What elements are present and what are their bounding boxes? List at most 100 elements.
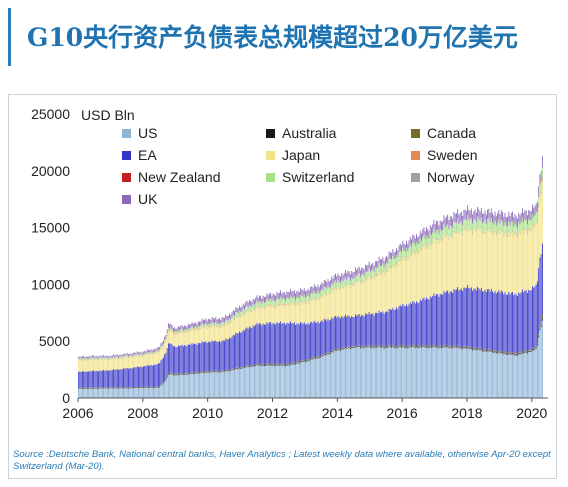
bar-segment-australia xyxy=(300,361,301,363)
bar-segment-us xyxy=(291,364,293,398)
bar-segment-canada xyxy=(197,371,199,373)
bar-segment-switzerland xyxy=(325,287,326,294)
bar-segment-sweden xyxy=(432,242,434,243)
bar-segment-ea xyxy=(291,323,293,364)
bar-segment-sweden xyxy=(407,259,409,261)
bar-segment-uk xyxy=(417,237,419,245)
bar-segment-switzerland xyxy=(192,328,194,331)
bar-segment-canada xyxy=(358,344,360,346)
bar-segment-norway xyxy=(527,224,528,225)
bar-segment-canada xyxy=(469,347,471,348)
bar-segment-us xyxy=(488,350,490,398)
bar-segment-us xyxy=(267,365,269,398)
bar-segment-us xyxy=(171,374,173,398)
bar-segment-australia xyxy=(358,345,360,347)
bar-segment-canada xyxy=(341,347,343,349)
bar-segment-canada xyxy=(464,346,466,348)
bar-segment-australia xyxy=(114,387,116,389)
bar-segment-ea xyxy=(210,342,212,372)
bar-segment-canada xyxy=(325,353,326,354)
bar-segment-japan xyxy=(349,287,351,318)
bar-segment-ea xyxy=(98,371,100,388)
bar-segment-uk xyxy=(125,353,127,356)
bar-segment-ea xyxy=(539,257,541,326)
bar-segment-switzerland xyxy=(504,222,506,232)
bar-segment-us xyxy=(303,361,305,398)
bar-segment-japan xyxy=(437,240,439,295)
bar-segment-us xyxy=(81,388,83,398)
bar-segment-canada xyxy=(306,359,308,361)
bar-segment-australia xyxy=(100,387,102,389)
bar-segment-sweden xyxy=(242,313,244,314)
bar-segment-ea xyxy=(321,320,323,355)
bar-segment-uk xyxy=(493,215,495,225)
bar-segment-japan xyxy=(484,230,486,290)
bar-segment-ea xyxy=(230,338,232,370)
bar-segment-sweden xyxy=(454,232,456,234)
bar-segment-us xyxy=(325,354,326,398)
bar-segment-ea xyxy=(325,319,326,354)
bar-segment-uk xyxy=(235,307,237,313)
bar-segment-australia xyxy=(108,387,109,389)
bar-segment-switzerland xyxy=(452,228,454,238)
bar-segment-switzerland xyxy=(322,290,324,297)
bar-segment-us xyxy=(104,388,106,398)
bar-segment-japan xyxy=(337,286,339,316)
bar-segment-sweden xyxy=(232,318,234,320)
bar-segment-japan xyxy=(346,286,348,317)
legend-label: Canada xyxy=(427,125,476,141)
legend-label: Switzerland xyxy=(282,169,354,185)
bar-segment-switzerland xyxy=(419,239,421,248)
bar-segment-uk xyxy=(140,351,142,354)
bar-segment-uk xyxy=(292,291,294,298)
bar-segment-switzerland xyxy=(278,299,280,305)
bar-segment-japan xyxy=(407,260,409,307)
bar-segment-us xyxy=(479,350,481,398)
bar-segment-canada xyxy=(205,370,207,372)
bar-segment-canada xyxy=(166,375,168,377)
bar-segment-ea xyxy=(463,287,465,347)
bar-segment-uk xyxy=(407,243,409,251)
bar-segment-canada xyxy=(345,345,346,347)
bar-segment-australia xyxy=(363,347,365,349)
bar-segment-japan xyxy=(252,309,254,326)
bar-segment-switzerland xyxy=(144,353,146,355)
legend-swatch-new-zealand xyxy=(122,173,131,182)
bar-segment-uk xyxy=(515,216,517,226)
bar-segment-japan xyxy=(224,326,225,341)
bar-segment-sweden xyxy=(492,231,493,233)
bar-segment-sweden xyxy=(349,286,351,288)
bar-segment-norway xyxy=(303,294,305,296)
bar-segment-canada xyxy=(239,366,240,368)
bar-segment-japan xyxy=(426,245,427,298)
bar-segment-canada xyxy=(428,346,430,348)
bar-segment-switzerland xyxy=(106,357,108,359)
bar-segment-japan xyxy=(229,322,230,338)
bar-segment-us xyxy=(418,348,420,398)
bar-segment-us xyxy=(105,388,107,398)
bar-segment-uk xyxy=(105,355,107,358)
bar-segment-japan xyxy=(99,359,101,371)
bar-segment-australia xyxy=(301,361,303,363)
bar-segment-uk xyxy=(523,213,525,223)
bar-segment-uk xyxy=(194,322,196,327)
bar-segment-us xyxy=(528,352,530,398)
bar-segment-us xyxy=(96,388,98,398)
bar-segment-norway xyxy=(310,293,311,294)
bar-segment-switzerland xyxy=(250,306,252,311)
bar-segment-us xyxy=(343,349,345,398)
bar-segment-sweden xyxy=(463,229,465,230)
bar-segment-norway xyxy=(356,276,358,277)
bar-segment-norway xyxy=(287,298,289,299)
bar-segment-switzerland xyxy=(88,358,90,360)
bar-segment-norway xyxy=(272,299,274,300)
bar-segment-us xyxy=(111,388,113,398)
bar-segment-japan xyxy=(210,327,212,343)
bar-segment-us xyxy=(271,366,273,398)
bar-segment-canada xyxy=(419,344,421,346)
bar-segment-ea xyxy=(184,345,186,374)
bar-segment-japan xyxy=(230,323,232,339)
bar-segment-norway xyxy=(417,244,419,245)
bar-segment-switzerland xyxy=(297,297,299,304)
bar-segment-australia xyxy=(386,346,388,348)
